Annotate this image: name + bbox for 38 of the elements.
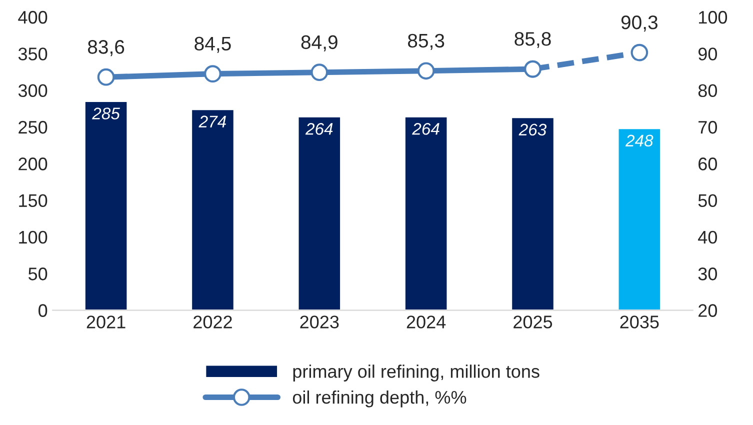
y2-tick-label: 30 <box>698 268 717 280</box>
data-label: 274 <box>198 116 226 128</box>
data-label: 85,8 <box>514 32 551 48</box>
legend-label: oil refining depth, %% <box>292 390 466 408</box>
data-label: 85,3 <box>408 34 444 50</box>
x-tick-label: 2023 <box>300 316 339 328</box>
y2-tick-label: 50 <box>698 194 717 207</box>
y2-tick-label: 100 <box>699 10 728 24</box>
y-tick-label: 200 <box>18 158 48 170</box>
x-tick-label: 2025 <box>514 316 552 328</box>
y-tick-label: 0 <box>38 304 48 317</box>
y2-tick-label: 40 <box>698 230 717 244</box>
data-label: 84,5 <box>194 36 231 53</box>
data-label: 84,9 <box>301 35 338 52</box>
legend-label: primary oil refining, million tons <box>293 364 540 382</box>
data-label: 83,6 <box>88 40 124 56</box>
x-tick-label: 2022 <box>194 316 232 328</box>
x-tick-label: 2021 <box>86 316 126 328</box>
data-label: 248 <box>625 134 654 147</box>
data-label: 263 <box>518 124 547 136</box>
x-tick-label: 2024 <box>406 316 446 328</box>
data-label: 264 <box>412 123 440 135</box>
y-tick-label: 350 <box>18 48 48 60</box>
y-tick-label: 50 <box>28 268 48 280</box>
y2-tick-label: 90 <box>698 48 717 60</box>
y2-tick-label: 60 <box>698 158 717 170</box>
data-label: 90,3 <box>621 16 658 32</box>
y-tick-label: 100 <box>19 230 48 244</box>
y-tick-label: 400 <box>18 10 48 24</box>
y2-tick-label: 80 <box>698 84 717 98</box>
x-tick-label: 2035 <box>620 316 659 328</box>
data-label: 264 <box>305 123 333 135</box>
y2-tick-label: 70 <box>698 120 717 134</box>
y-tick-label: 300 <box>18 84 48 98</box>
y-tick-label: 250 <box>18 120 48 134</box>
y-tick-label: 150 <box>19 194 48 207</box>
data-label: 285 <box>92 108 120 120</box>
y2-tick-label: 20 <box>698 304 717 317</box>
